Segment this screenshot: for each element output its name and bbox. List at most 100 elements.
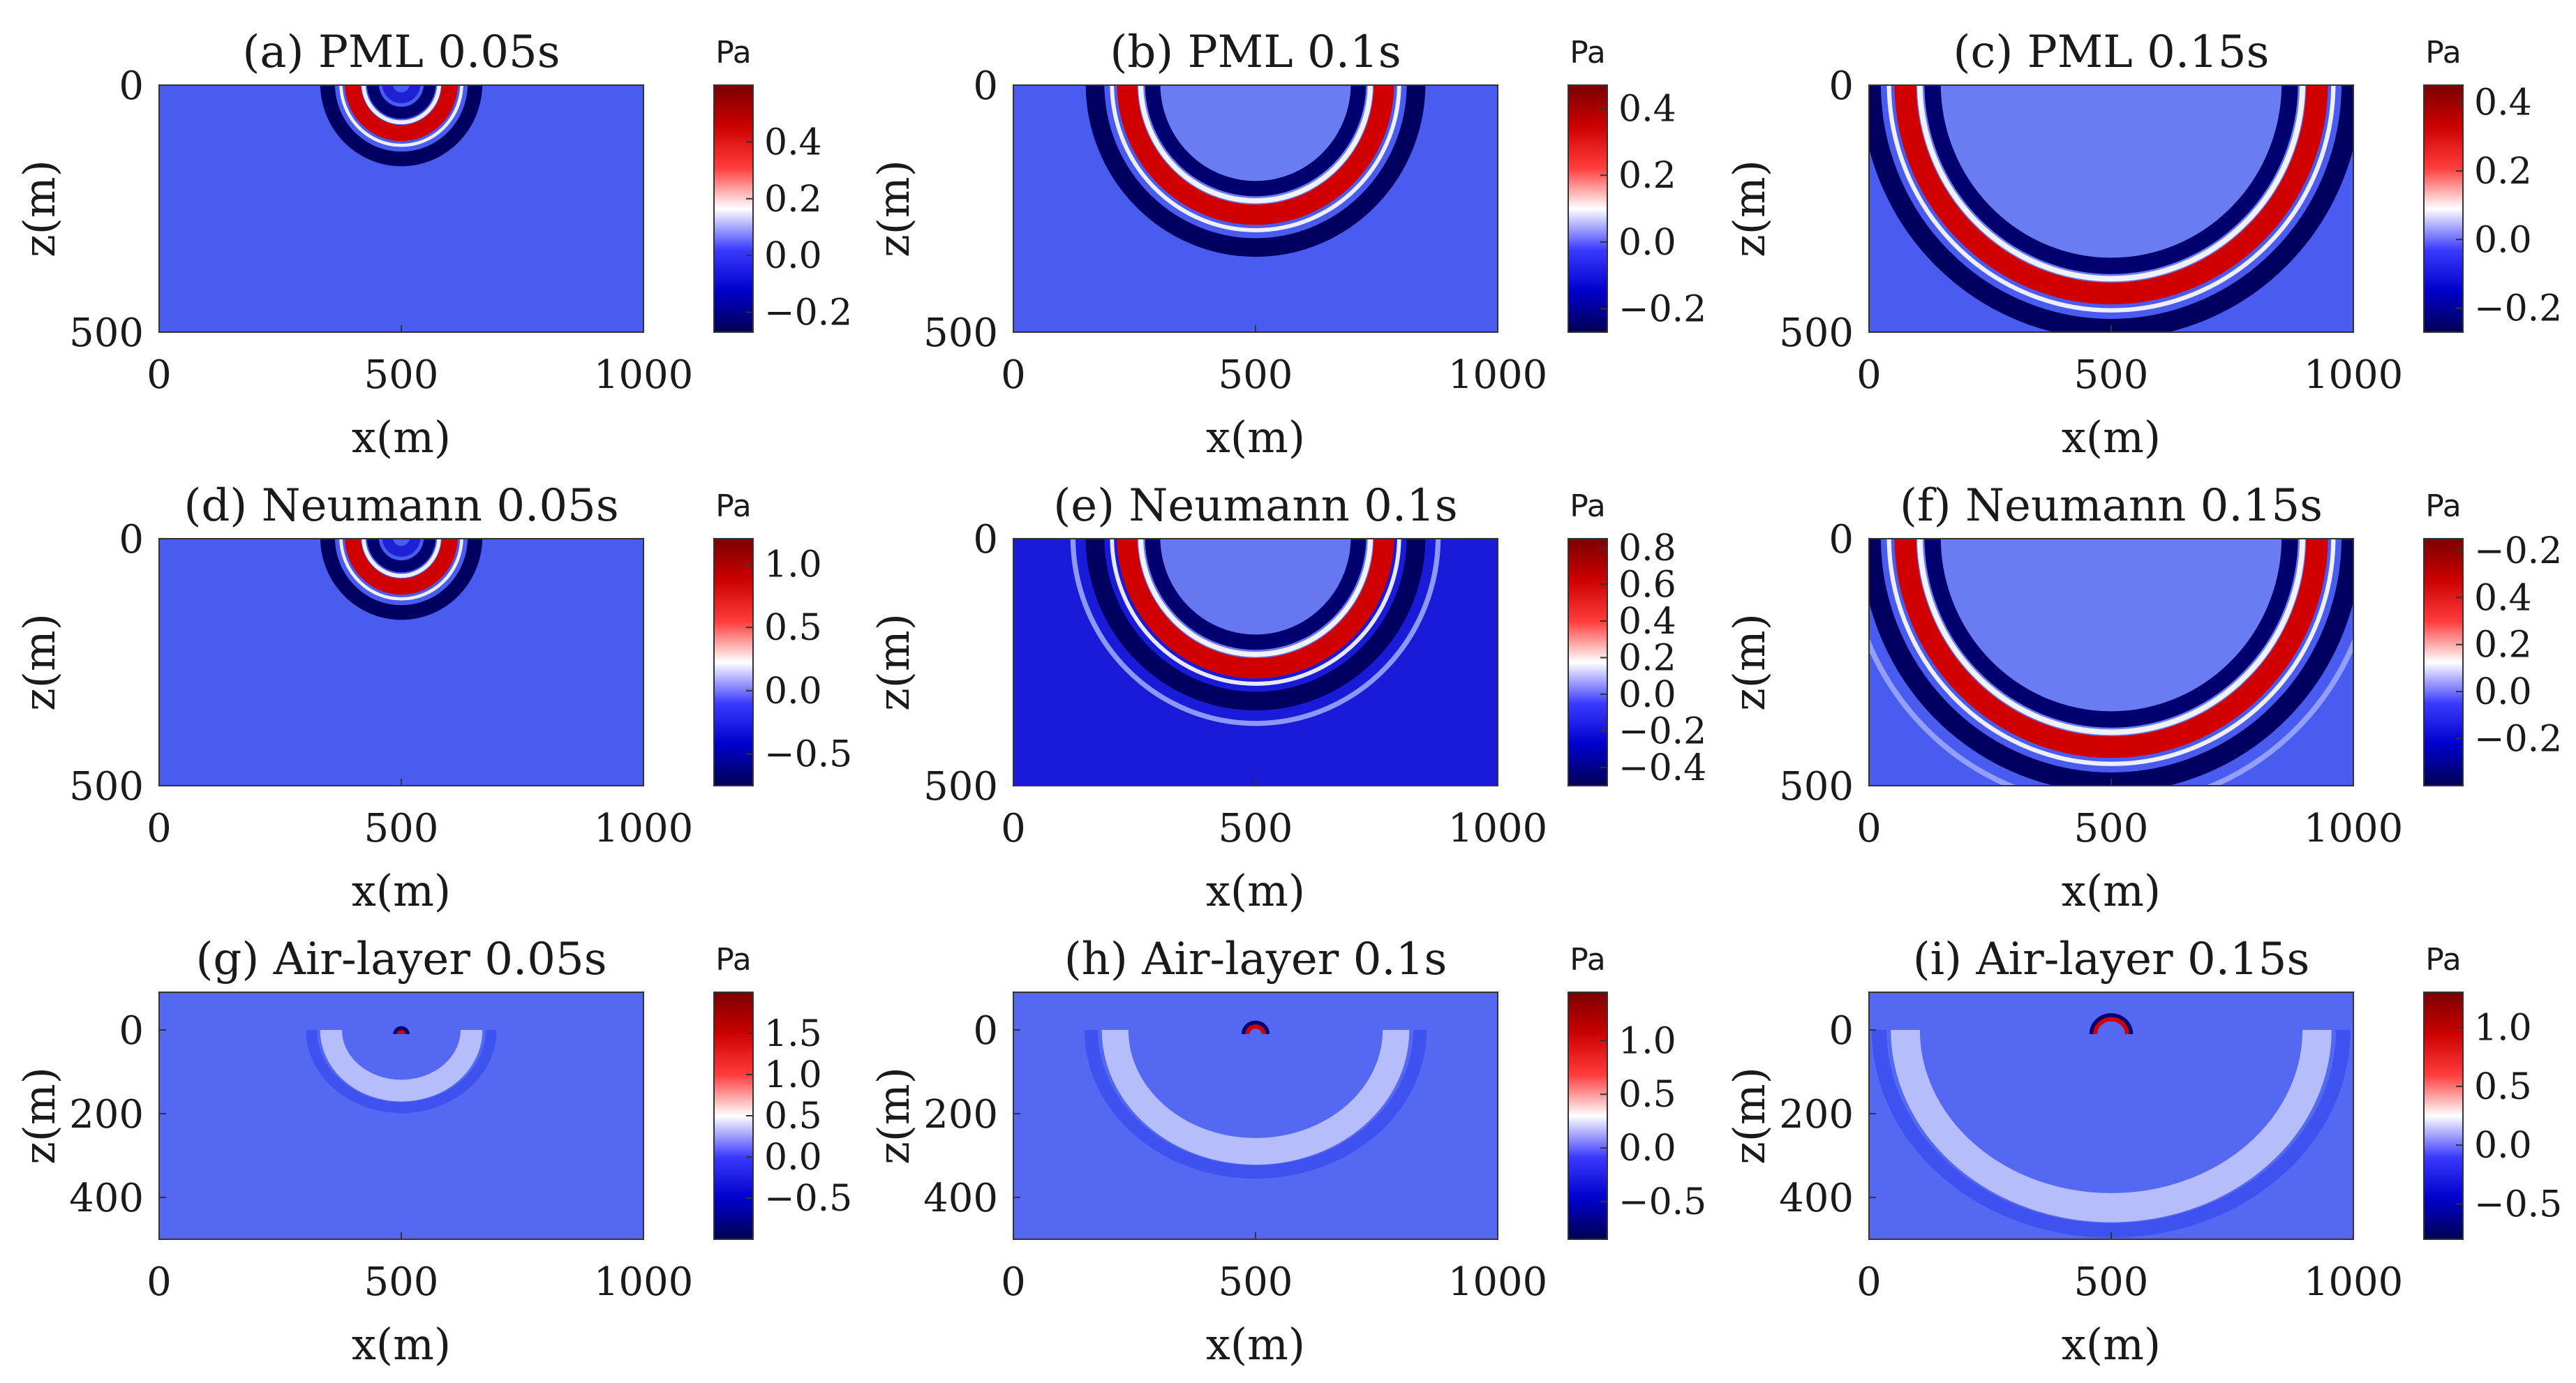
panel-title: (a) PML 0.05s [242,27,560,78]
colorbar-tick-label: −0.4 [1618,747,1706,789]
x-axis-label: x(m) [2062,865,2161,916]
subsurface-wavefront [1101,1029,1410,1165]
y-tick-label: 0 [119,1008,144,1054]
wavefront-peak [1117,539,1394,679]
colorbar-tick-label: −0.2 [2474,530,2562,572]
colorbar-tick-label: 0.4 [764,121,822,163]
colorbar-unit: Pa [715,488,752,524]
panel-title: (g) Air-layer 0.05s [195,934,606,985]
x-tick-label: 500 [364,1259,439,1305]
subsurface-trough [306,1029,497,1114]
colorbar-tick-label: 0.4 [2474,82,2532,124]
y-axis-label: z(m) [868,1067,919,1165]
panel-title: (i) Air-layer 0.15s [1913,934,2310,985]
reflected-ring [1869,637,2353,786]
panel-title: (d) Neumann 0.05s [184,480,618,532]
wavefront-peak [1117,85,1394,225]
subsurface-trough [1084,1029,1427,1179]
x-tick-label: 0 [1856,1259,1882,1305]
wavefield [1084,1020,1427,1179]
colorbar-unit: Pa [1570,35,1606,70]
y-tick-label: 400 [1779,1176,1854,1221]
wavefield [320,539,483,620]
x-tick-label: 500 [1219,806,1293,851]
wavefront-peak [1894,539,2328,758]
colorbar-tick-label: 0.5 [764,1096,822,1137]
y-axis-label: z(m) [14,1067,65,1165]
colorbar-tick-label: 0.0 [764,1137,822,1179]
x-tick-label: 1000 [594,352,694,398]
x-axis-label: x(m) [352,865,451,916]
colorbar-tick-label: −0.2 [1618,289,1706,331]
x-tick-label: 500 [1219,352,1293,398]
colorbar-tick-label: 1.0 [2474,1008,2532,1049]
y-axis-label: z(m) [1724,160,1775,257]
wavefront-peak [345,539,458,595]
wavefront-trough-inner [366,85,436,119]
x-tick-label: 1000 [594,1259,694,1305]
colorbar-tick-label: −0.2 [764,292,852,334]
colorbar-tick-label: 0.2 [2474,625,2532,666]
y-tick-label: 0 [119,517,144,562]
wavefield [1872,1013,2351,1238]
panel-i: (i) Air-layer 0.15s 0 500 1000 x(m) 0 200 400z(… [1724,934,2562,1370]
x-axis-label: x(m) [1206,412,1305,463]
colorbar-tick-label: 0.5 [764,607,822,649]
colorbar-tick-label: 0.4 [2474,577,2532,619]
panel-h: (h) Air-layer 0.1s 0 500 1000 x(m) 0 200 400z(m… [868,934,1706,1370]
inner-trough [382,539,421,557]
colorbar-tick-label: 0.0 [1618,674,1676,716]
x-tick-label: 0 [1001,1259,1026,1305]
colorbar-unit: Pa [1570,942,1606,978]
colorbar-tick-label: 0.0 [2474,671,2532,713]
wavefield-interior [1905,85,2317,295]
y-tick-label: 0 [973,517,998,562]
colorbar-tick-label: −0.5 [1618,1181,1706,1223]
colorbar-tick-label: 0.2 [1618,155,1676,197]
x-tick-label: 1000 [1448,1259,1548,1305]
wavefront-zero-band-inner [1916,539,2306,735]
colorbar [713,84,754,333]
y-axis-label: z(m) [1724,1067,1775,1165]
colorbar-tick-label: 1.0 [764,1054,822,1096]
colorbar [713,538,754,786]
y-tick-label: 500 [69,311,144,356]
x-axis-label: x(m) [1206,1319,1305,1370]
x-axis-label: x(m) [2062,1319,2161,1370]
colorbar-unit: Pa [715,35,752,70]
wavefront-zero-band-inner [1138,539,1373,657]
x-tick-label: 0 [1856,806,1882,851]
x-tick-label: 1000 [1448,352,1548,398]
y-axis-label: z(m) [868,613,919,711]
colorbar-tick-label: 0.2 [764,179,822,220]
y-tick-label: 200 [69,1092,144,1137]
colorbar-tick-label: −0.2 [2474,288,2562,330]
x-tick-label: 500 [364,806,439,851]
y-tick-label: 500 [923,764,998,809]
x-axis-label: x(m) [352,412,451,463]
colorbar-unit: Pa [2425,35,2462,70]
wavefront-trough-inner [366,539,436,573]
colorbar-tick-label: −0.2 [1618,710,1706,752]
air-source-trough [393,1026,410,1035]
x-axis-label: x(m) [352,1319,451,1370]
air-source-peak [2093,1017,2129,1035]
colorbar-unit: Pa [1570,488,1606,524]
x-tick-label: 1000 [1448,806,1548,851]
wavefront-zero-band [1110,539,1401,686]
x-tick-label: 500 [364,352,439,398]
panel-title: (h) Air-layer 0.1s [1064,934,1447,985]
inner-trough [382,85,421,103]
subsurface-wavefront [1891,1029,2332,1223]
wavefront-peak [1894,85,2328,305]
y-tick-label: 0 [1829,1008,1854,1054]
wavefield [320,85,483,167]
colorbar-tick-label: 0.0 [764,671,822,712]
colorbar-tick-label: 0.0 [764,235,822,277]
panel-title: (f) Neumann 0.15s [1900,480,2323,532]
